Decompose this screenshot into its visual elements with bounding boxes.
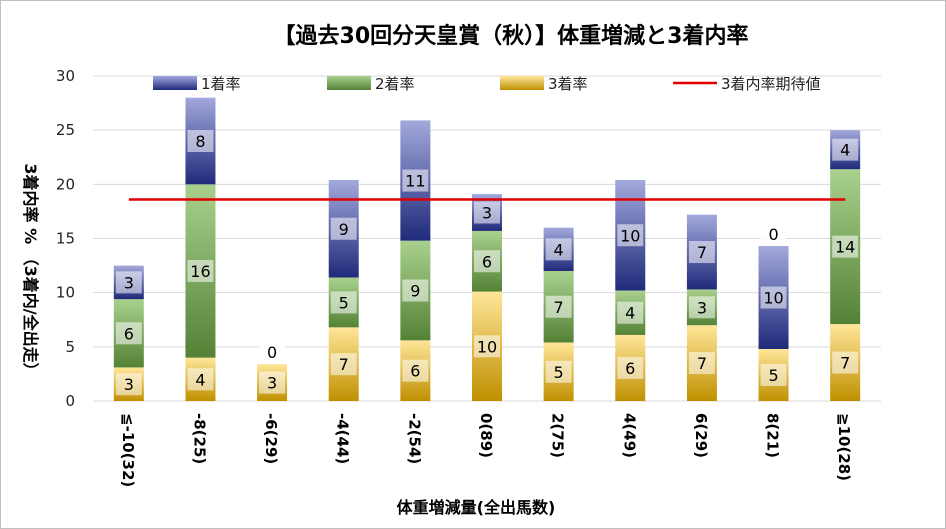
data-label: 11 [405, 172, 425, 191]
data-label: 3 [124, 273, 134, 292]
data-label: 7 [339, 355, 349, 374]
data-label: 9 [339, 220, 349, 239]
data-label-bg [617, 301, 644, 324]
data-label-bg [187, 368, 214, 391]
data-label: 0 [267, 343, 277, 362]
data-label-bg [760, 223, 787, 246]
x-tick-label: -2(54) [405, 413, 423, 464]
y-axis-title: 3着内率 % （3着内/全出走） [21, 163, 40, 378]
data-label-bg [832, 235, 859, 258]
data-label: 9 [410, 282, 420, 301]
data-label-bg [115, 373, 142, 396]
legend-swatch [153, 76, 197, 90]
data-label-bg [402, 359, 429, 382]
data-label-bg [259, 341, 286, 364]
y-tick-label: 10 [56, 284, 75, 302]
y-axis-ticks: 0 5 10 15 20 25 30 [56, 67, 75, 410]
x-tick-label: -6(29) [262, 413, 280, 464]
x-tick-label: 0(89) [477, 413, 495, 458]
x-tick-label: -8(25) [190, 413, 208, 464]
data-label: 5 [554, 363, 564, 382]
data-label-bg [760, 364, 787, 386]
y-tick-label: 0 [65, 392, 75, 410]
data-label-bg [115, 322, 142, 345]
data-label-bg [330, 217, 357, 240]
data-label-bg [545, 295, 572, 318]
legend-label: 2着率 [375, 75, 415, 93]
x-axis-ticks: ≦-10(32) -8(25) -6(29) -4(44) -2(54) 0(89) 2(7… [119, 413, 853, 487]
data-label: 0 [768, 225, 778, 244]
data-label-bg [688, 352, 715, 375]
data-label: 7 [697, 243, 707, 262]
legend-label: 3着率 [548, 75, 588, 93]
x-tick-label: 8(21) [764, 413, 782, 458]
data-label: 4 [840, 141, 850, 160]
data-label: 3 [267, 374, 277, 393]
data-label-bg [474, 250, 500, 273]
x-axis-title: 体重増減量(全出馬数) [397, 498, 556, 517]
y-tick-label: 25 [56, 121, 75, 139]
data-label: 10 [620, 226, 640, 245]
data-label: 7 [697, 354, 707, 373]
y-tick-label: 15 [56, 230, 75, 248]
data-label: 5 [339, 293, 349, 312]
x-tick-label: 2(75) [549, 413, 567, 458]
data-label: 4 [554, 240, 564, 259]
data-label-bg [330, 291, 357, 314]
data-label-bg [402, 279, 429, 302]
data-label-bg [474, 201, 500, 224]
y-tick-label: 30 [56, 67, 75, 85]
data-label: 7 [554, 298, 564, 317]
data-label-bg [402, 169, 429, 192]
data-label-bg [330, 353, 357, 376]
data-label-bg [187, 130, 214, 152]
data-label: 8 [195, 132, 205, 151]
data-label: 6 [410, 362, 420, 381]
data-label-bg [688, 241, 715, 264]
x-tick-label: 4(49) [620, 413, 638, 458]
x-tick-label: ≦-10(32) [119, 413, 137, 487]
data-label: 3 [697, 298, 707, 317]
data-label: 3 [482, 204, 492, 223]
x-tick-label: -4(44) [334, 413, 352, 464]
data-label-bg [617, 356, 644, 379]
data-label-bg [259, 371, 286, 394]
data-label: 4 [625, 304, 635, 323]
data-label: 3 [124, 375, 134, 394]
x-tick-label: 6(29) [692, 413, 710, 458]
data-label-bg [760, 286, 787, 309]
legend-swatch [500, 76, 544, 90]
data-label-bg [545, 360, 572, 383]
data-label-bg [115, 271, 142, 294]
data-label-bg [474, 335, 500, 358]
y-tick-label: 20 [56, 175, 75, 193]
data-label: 10 [763, 289, 783, 308]
data-label: 7 [840, 354, 850, 373]
data-label-bg [832, 351, 859, 374]
data-labels: 3 6 3 4 16 8 3 7 5 9 6 9 11 10 6 3 5 7 4 6 4 10 7 3 7 5 10 7 14 4 0 0 [115, 130, 859, 396]
data-label: 14 [835, 238, 855, 257]
legend-label: 3着内率期待値 [721, 75, 821, 93]
legend-swatch [327, 76, 371, 90]
legend: 1着率 2着率 3着率 3着内率期待値 [153, 75, 821, 93]
data-label-bg [545, 238, 572, 261]
data-label-bg [832, 138, 859, 161]
data-label-bg [688, 296, 715, 319]
data-label-bg [617, 224, 644, 247]
chart-title: 【過去30回分天皇賞（秋）】体重増減と3着内率 [274, 23, 749, 49]
data-label: 10 [477, 337, 497, 356]
data-label: 16 [190, 262, 210, 281]
y-tick-label: 5 [65, 338, 75, 356]
data-label: 4 [195, 370, 205, 389]
data-label: 6 [482, 252, 492, 271]
x-tick-label: ≧10(28) [835, 413, 853, 481]
data-label-bg [187, 260, 214, 282]
legend-label: 1着率 [201, 75, 241, 93]
data-label: 6 [625, 359, 635, 378]
data-label: 6 [124, 324, 134, 343]
data-label: 5 [768, 366, 778, 385]
